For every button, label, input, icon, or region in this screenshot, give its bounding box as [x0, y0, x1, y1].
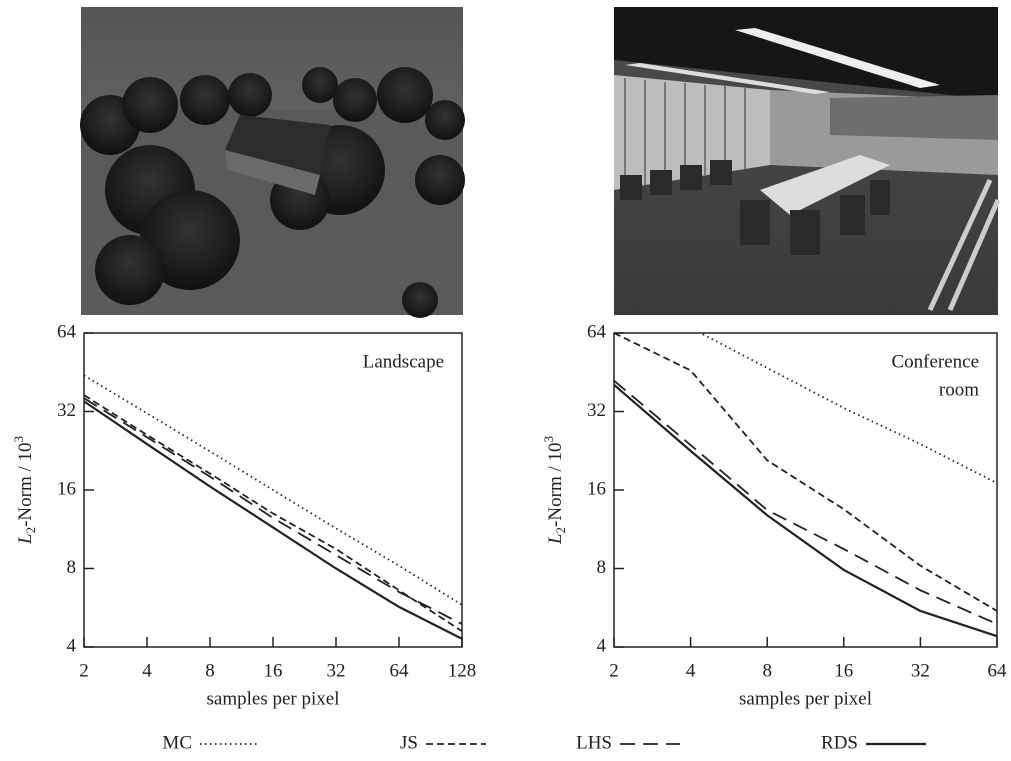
- y-axis-label-part: 2: [23, 527, 38, 534]
- y-axis-label-part: -Norm / 10: [15, 442, 36, 526]
- annotation: Landscape: [363, 351, 444, 372]
- x-tick-label: 16: [834, 660, 853, 681]
- series-group: [84, 374, 462, 640]
- x-tick-label: 64: [988, 660, 1008, 681]
- legend-label: LHS: [576, 732, 612, 753]
- x-tick-label: 2: [609, 660, 619, 681]
- y-axis-label: L2-Norm / 103: [541, 436, 568, 545]
- series-line: [84, 400, 462, 640]
- y-tick-label: 64: [587, 321, 607, 342]
- legend: MC JS LHS RDS: [162, 732, 926, 753]
- y-tick-label: 8: [597, 557, 607, 578]
- series-line: [614, 333, 997, 612]
- x-tick-label: 32: [911, 660, 930, 681]
- y-tick-label: 32: [57, 400, 76, 421]
- x-tick-label: 128: [448, 660, 477, 681]
- x-tick-label: 4: [142, 660, 152, 681]
- y-axis-label-part: 2: [553, 527, 568, 534]
- x-axis-label: samples per pixel: [739, 688, 872, 709]
- y-tick-label: 16: [587, 478, 606, 499]
- series-group: [614, 333, 997, 638]
- legend-label: JS: [400, 732, 418, 753]
- x-tick-label: 64: [390, 660, 410, 681]
- y-tick-label: 8: [67, 557, 77, 578]
- conference-image: [614, 7, 1001, 315]
- annotation: room: [939, 379, 979, 400]
- y-axis-label: L2-Norm / 103: [11, 436, 38, 545]
- series-line: [84, 394, 462, 632]
- legend-label: RDS: [821, 732, 858, 753]
- series-line: [614, 383, 997, 638]
- x-tick-label: 16: [264, 660, 283, 681]
- y-axis-label-part: L: [15, 533, 36, 545]
- series-line: [84, 397, 462, 625]
- y-axis-label-part: 3: [11, 436, 26, 443]
- x-tick-label: 8: [205, 660, 215, 681]
- y-axis-label-part: L: [545, 533, 566, 545]
- x-axis-label: samples per pixel: [207, 688, 340, 709]
- y-tick-label: 4: [597, 635, 607, 656]
- y-tick-label: 64: [57, 321, 77, 342]
- x-tick-label: 8: [762, 660, 772, 681]
- y-tick-label: 16: [57, 478, 76, 499]
- y-axis-label-part: 3: [541, 436, 556, 443]
- landscape-image: [80, 7, 465, 318]
- legend-label: MC: [162, 732, 192, 753]
- x-tick-label: 4: [686, 660, 696, 681]
- series-line: [698, 333, 997, 484]
- y-axis-label-part: -Norm / 10: [545, 442, 566, 526]
- y-tick-label: 32: [587, 400, 606, 421]
- x-tick-label: 2: [79, 660, 89, 681]
- series-line: [84, 374, 462, 606]
- annotation: Conference: [891, 351, 979, 372]
- series-line: [614, 380, 997, 625]
- y-tick-label: 4: [67, 635, 77, 656]
- x-tick-label: 32: [327, 660, 346, 681]
